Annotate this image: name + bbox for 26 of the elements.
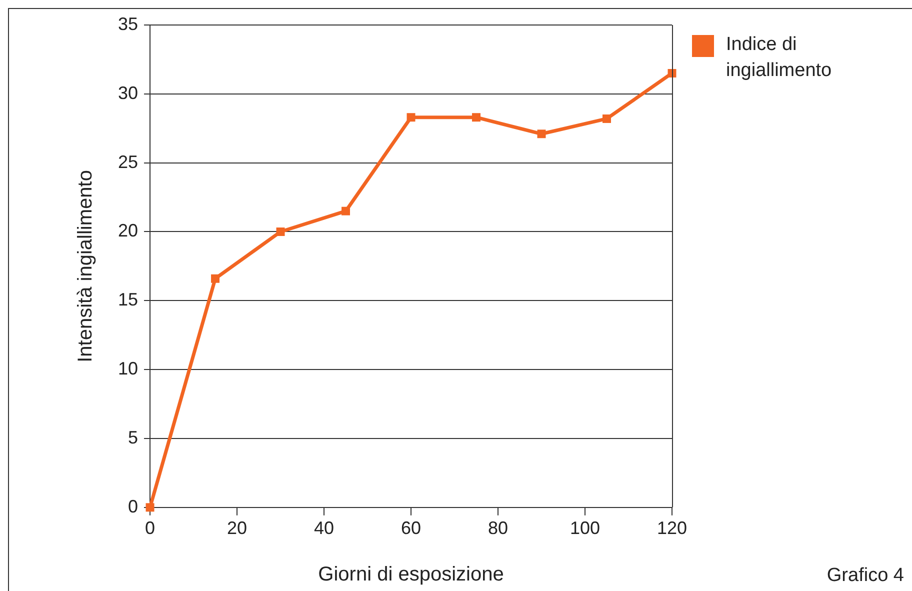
x-tick-label: 40 xyxy=(314,518,334,538)
x-tick-label: 120 xyxy=(656,518,688,538)
point xyxy=(472,113,480,122)
x-tick-label: 20 xyxy=(227,518,248,538)
y-tick-label: 20 xyxy=(118,220,138,241)
point xyxy=(211,274,220,283)
text: Grafico 4 xyxy=(826,565,904,587)
point xyxy=(537,130,546,138)
y-tick-label: 30 xyxy=(118,82,138,103)
y-tick-label: 0 xyxy=(128,496,138,516)
y-tick-label: 5 xyxy=(128,427,138,448)
y-tick-label: 15 xyxy=(118,290,138,310)
x-tick-label: 0 xyxy=(145,518,156,538)
x-tick-label: 80 xyxy=(488,518,508,538)
y-axis-title: Intensità ingiallimento xyxy=(74,170,97,362)
y-tick-label: 35 xyxy=(118,14,138,34)
point xyxy=(342,206,350,216)
point xyxy=(602,114,611,123)
point xyxy=(406,113,416,122)
point xyxy=(276,228,285,236)
legend-label: Indice di ingiallimento xyxy=(726,33,833,83)
x-tick-label: 60 xyxy=(400,518,422,538)
x-tick-label: 100 xyxy=(570,518,600,538)
y-tick-label: 25 xyxy=(118,152,138,172)
x-axis-title: Giorni di esposizione xyxy=(318,564,504,586)
y-tick-label: 10 xyxy=(118,358,138,379)
